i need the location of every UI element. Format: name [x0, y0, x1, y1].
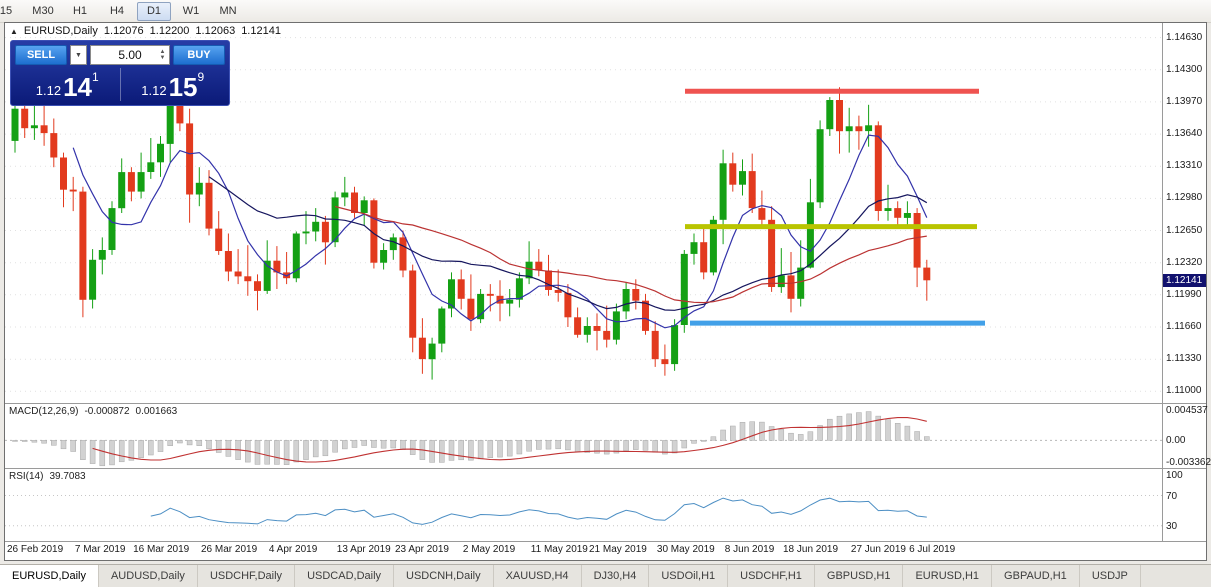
symbol-tab-xauusd-h4[interactable]: XAUUSD,H4 [494, 565, 582, 587]
ask-price[interactable]: 1.12 15 9 [119, 68, 226, 102]
bid-big-digits: 14 [63, 72, 93, 102]
timeframe-button-d1[interactable]: D1 [137, 1, 171, 21]
bid-pipette: 1 [92, 70, 99, 84]
macd-pane: MACD(12,26,9) -0.000872 0.001663 0.00453… [5, 403, 1211, 468]
current-price-badge: 1.12141 [1163, 274, 1206, 287]
axis-tick-label: 1.11990 [1166, 288, 1202, 300]
symbol-tab-usdoil-h1[interactable]: USDOil,H1 [649, 565, 729, 587]
date-axis-label: 26 Feb 2019 [7, 544, 64, 555]
timeframe-button-15[interactable]: 15 [0, 5, 13, 17]
symbol-tab-audusd-daily[interactable]: AUDUSD,Daily [99, 565, 198, 587]
macd-main-value: -0.000872 [84, 406, 130, 417]
volume-value: 5.00 [118, 48, 142, 62]
buy-button[interactable]: BUY [173, 45, 225, 65]
volume-input[interactable]: 5.00 ▲ ▼ [90, 45, 170, 65]
axis-tick-label: 0.00 [1166, 435, 1186, 447]
timeframe-button-m30[interactable]: M30 [32, 5, 54, 17]
axis-tick-label: 1.14630 [1166, 31, 1203, 43]
symbol-tab-gbpusd-h1[interactable]: GBPUSD,H1 [815, 565, 904, 587]
sell-button[interactable]: SELL [15, 45, 67, 65]
ask-big-digits: 15 [168, 72, 198, 102]
symbol-tab-dj30-h4[interactable]: DJ30,H4 [582, 565, 650, 587]
ask-prefix: 1.12 [141, 83, 167, 98]
symbol-tab-eurusd-h1[interactable]: EURUSD,H1 [903, 565, 993, 587]
macd-signal-value: 0.001663 [135, 406, 178, 417]
axis-tick-label: 70 [1166, 490, 1178, 502]
date-axis-label: 8 Jun 2019 [724, 544, 775, 555]
bid-prefix: 1.12 [35, 83, 62, 98]
axis-tick-label: 1.11330 [1166, 353, 1202, 365]
ohlc-header: ▲ EURUSD,Daily 1.12076 1.12200 1.12063 1… [10, 25, 281, 37]
rsi-label: RSI(14) 39.7083 [9, 471, 86, 482]
ohlc-high: 1.12200 [149, 25, 190, 37]
axis-tick-label: 100 [1166, 470, 1183, 481]
symbol-tab-bar: EURUSD,Daily AUDUSD,Daily USDCHF,Daily USDC… [0, 564, 1211, 587]
ohlc-close: 1.12141 [241, 25, 281, 37]
axis-tick-label: 1.11660 [1166, 321, 1202, 332]
bid-price[interactable]: 1.12 14 1 [15, 68, 120, 101]
axis-tick-label: 1.11000 [1166, 385, 1202, 397]
ohlc-open: 1.12076 [103, 25, 144, 37]
symbol-tab-usdcnh-daily[interactable]: USDCNH,Daily [394, 565, 494, 587]
macd-name: MACD(12,26,9) [9, 406, 79, 417]
axis-tick-label: 1.12980 [1166, 192, 1203, 204]
price-axis[interactable]: 1.14630 1.14300 1.13970 1.13640 1.13310 1.129… [1162, 23, 1206, 403]
symbol-tab-usdcad-daily[interactable]: USDCAD,Daily [295, 565, 395, 587]
axis-tick-label: 1.14300 [1166, 63, 1203, 75]
symbol-tab-usdchf-h1[interactable]: USDCHF,H1 [728, 565, 815, 587]
axis-tick-label: 1.13640 [1166, 128, 1203, 140]
axis-tick-label: 1.12320 [1166, 256, 1203, 268]
date-axis-label: 27 Jun 2019 [850, 544, 906, 555]
volume-stepper[interactable]: ▲ ▼ [157, 46, 168, 64]
timeframe-button-h1[interactable]: H1 [72, 5, 88, 17]
date-axis-label: 4 Apr 2019 [268, 544, 318, 555]
time-axis[interactable]: 26 Feb 2019 7 Mar 2019 16 Mar 2019 26 Mar 2… [5, 541, 1206, 558]
timeframe-toolbar: 15 M30 H1 H4 D1 W1 MN [0, 0, 1211, 23]
timeframe-button-w1[interactable]: W1 [182, 5, 200, 17]
ohlc-low: 1.12063 [195, 25, 236, 37]
chart-symbol-label: EURUSD,Daily [23, 25, 98, 37]
symbol-tab-gbpaud-h1[interactable]: GBPAUD,H1 [992, 565, 1080, 587]
axis-tick-label: 0.004537 [1166, 405, 1208, 416]
symbol-marker-icon: ▲ [10, 26, 18, 36]
date-axis-label: 16 Mar 2019 [133, 544, 190, 555]
axis-tick-label: 1.13970 [1166, 95, 1203, 107]
volume-dropdown-icon[interactable]: ▼ [70, 45, 87, 65]
date-axis-label: 23 Apr 2019 [395, 544, 449, 555]
volume-down-icon[interactable]: ▼ [159, 55, 166, 61]
symbol-tab-usdjp[interactable]: USDJP [1080, 565, 1141, 587]
axis-tick-label: -0.003362 [1166, 457, 1211, 468]
axis-tick-label: 30 [1166, 520, 1178, 532]
timeframe-button-mn[interactable]: MN [219, 5, 237, 17]
rsi-name: RSI(14) [9, 471, 44, 482]
rsi-value: 39.7083 [49, 471, 86, 482]
chart-window: ▲ EURUSD,Daily 1.12076 1.12200 1.12063 1… [4, 22, 1211, 561]
macd-label: MACD(12,26,9) -0.000872 0.001663 [9, 406, 177, 417]
date-axis-label: 18 Jun 2019 [783, 544, 839, 555]
date-axis-label: 11 May 2019 [530, 544, 588, 555]
axis-tick-label: 1.12650 [1166, 224, 1203, 236]
macd-chart[interactable] [5, 404, 1162, 468]
date-axis-label: 26 Mar 2019 [201, 544, 258, 555]
rsi-axis: 100 70 30 [1162, 469, 1206, 541]
axis-tick-label: 1.13310 [1166, 160, 1203, 172]
volume-up-icon[interactable]: ▲ [159, 49, 166, 55]
one-click-trading-panel: SELL ▼ 5.00 ▲ ▼ BUY 1.12 14 1 [10, 40, 230, 106]
date-axis-label: 2 May 2019 [462, 544, 516, 555]
date-axis-label: 30 May 2019 [656, 544, 715, 555]
rsi-chart[interactable] [5, 469, 1162, 541]
ask-pipette: 9 [197, 70, 205, 84]
date-axis-label: 13 Apr 2019 [336, 544, 391, 555]
rsi-pane: RSI(14) 39.7083 100 70 30 [5, 468, 1206, 541]
macd-axis: 0.004537 0.00 -0.003362 [1162, 404, 1211, 468]
symbol-tab-eurusd-daily[interactable]: EURUSD,Daily [0, 565, 99, 587]
date-axis-label: 7 Mar 2019 [74, 544, 126, 555]
date-axis-label: 6 Jul 2019 [909, 544, 956, 555]
timeframe-button-h4[interactable]: H4 [109, 5, 125, 17]
price-pane: ▲ EURUSD,Daily 1.12076 1.12200 1.12063 1… [5, 23, 1206, 403]
symbol-tab-usdchf-daily[interactable]: USDCHF,Daily [198, 565, 296, 587]
date-axis-label: 21 May 2019 [589, 544, 647, 555]
